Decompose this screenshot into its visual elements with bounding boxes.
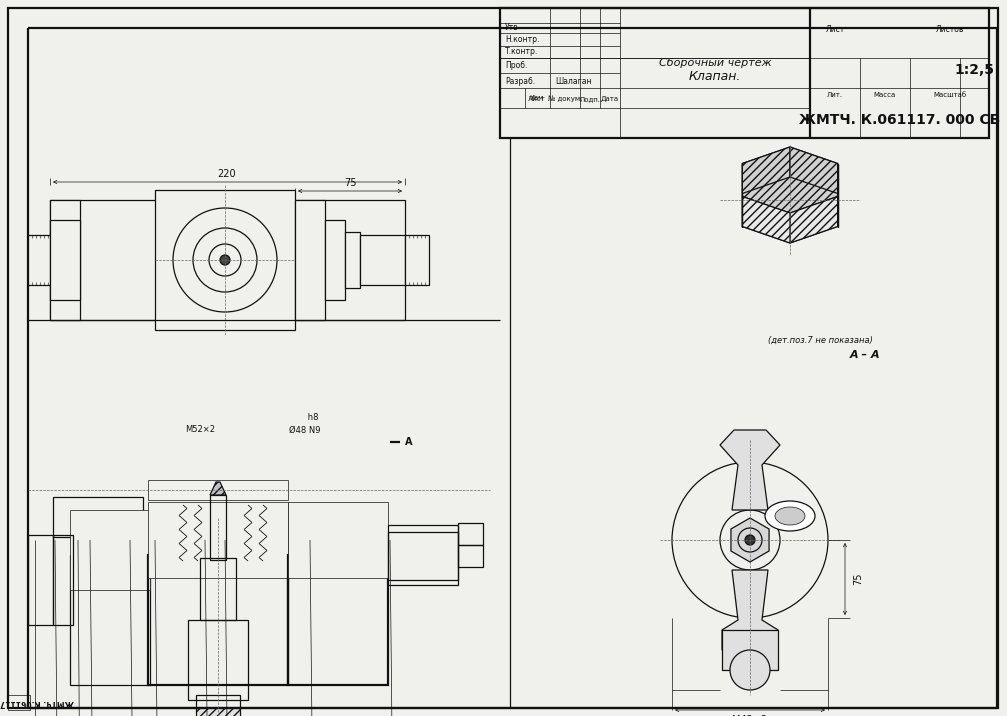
Bar bbox=[722, 630, 778, 670]
Bar bbox=[458, 523, 483, 545]
Text: Разраб.: Разраб. bbox=[505, 77, 535, 85]
Bar bbox=[53, 535, 73, 625]
Bar bbox=[458, 523, 483, 545]
Circle shape bbox=[220, 255, 230, 265]
Bar bbox=[500, 8, 989, 138]
Ellipse shape bbox=[765, 501, 815, 531]
Bar bbox=[288, 502, 388, 578]
Text: Сборочный чертеж: Сборочный чертеж bbox=[659, 58, 771, 68]
Bar bbox=[70, 555, 150, 685]
Bar bbox=[200, 558, 236, 620]
Bar bbox=[8, 695, 30, 710]
Text: Дата: Дата bbox=[601, 96, 619, 102]
Bar bbox=[28, 510, 53, 535]
Ellipse shape bbox=[775, 507, 805, 525]
Text: Ø48 N9: Ø48 N9 bbox=[289, 425, 321, 435]
Polygon shape bbox=[742, 196, 790, 243]
Text: Лист: Лист bbox=[528, 96, 546, 102]
Text: Листов: Листов bbox=[936, 26, 964, 34]
Text: Масса: Масса bbox=[874, 92, 896, 98]
Bar bbox=[28, 535, 53, 625]
Polygon shape bbox=[742, 147, 838, 213]
Bar bbox=[200, 558, 236, 620]
Text: Н.контр.: Н.контр. bbox=[505, 34, 540, 44]
Bar bbox=[28, 235, 54, 285]
Polygon shape bbox=[722, 570, 778, 650]
Text: 220: 220 bbox=[218, 169, 237, 179]
Circle shape bbox=[745, 535, 755, 545]
Text: Подп.: Подп. bbox=[579, 96, 600, 102]
Text: А – А: А – А bbox=[850, 350, 881, 360]
Polygon shape bbox=[790, 147, 838, 193]
Bar bbox=[53, 497, 143, 515]
Bar bbox=[70, 555, 150, 685]
Text: ЖМТЧ. К.061117. 000 СБ: ЖМТЧ. К.061117. 000 СБ bbox=[800, 113, 1001, 127]
Text: М52×2: М52×2 bbox=[185, 425, 215, 435]
Text: М42×2: М42×2 bbox=[732, 715, 767, 716]
Bar bbox=[458, 545, 483, 567]
Bar bbox=[148, 555, 288, 685]
Bar bbox=[28, 535, 53, 625]
Bar bbox=[359, 235, 405, 285]
Text: ЖМТч. К.061117. 000 СБ: ЖМТч. К.061117. 000 СБ bbox=[0, 697, 74, 707]
Bar bbox=[210, 495, 226, 560]
Bar bbox=[388, 532, 458, 580]
Bar bbox=[50, 200, 80, 320]
Text: А: А bbox=[405, 437, 413, 447]
Bar bbox=[28, 490, 53, 515]
Bar bbox=[188, 620, 248, 700]
Bar bbox=[210, 495, 226, 560]
Text: (дет.поз.7 не показана): (дет.поз.7 не показана) bbox=[767, 336, 872, 344]
Bar bbox=[388, 545, 458, 555]
Bar bbox=[196, 695, 240, 716]
Bar bbox=[345, 232, 359, 288]
Bar bbox=[148, 480, 288, 500]
Bar bbox=[53, 535, 73, 625]
Bar bbox=[155, 190, 295, 330]
Bar bbox=[458, 545, 483, 567]
Bar bbox=[53, 510, 143, 528]
Bar bbox=[388, 525, 458, 585]
Circle shape bbox=[730, 650, 770, 690]
Text: Клапан.: Клапан. bbox=[689, 69, 741, 82]
Polygon shape bbox=[720, 430, 780, 510]
Bar bbox=[446, 545, 458, 565]
Bar bbox=[196, 695, 240, 716]
Polygon shape bbox=[790, 196, 838, 243]
Bar bbox=[188, 620, 248, 700]
Bar bbox=[405, 235, 429, 285]
Text: Лист: Лист bbox=[826, 26, 845, 34]
Bar bbox=[53, 497, 143, 537]
Text: 75: 75 bbox=[853, 573, 863, 585]
Text: h8: h8 bbox=[292, 412, 318, 422]
Text: № докум.: № докум. bbox=[548, 96, 582, 102]
Text: Масштаб: Масштаб bbox=[933, 92, 967, 98]
Bar bbox=[50, 220, 80, 300]
Bar bbox=[70, 510, 150, 590]
Text: 75: 75 bbox=[343, 178, 356, 188]
Bar bbox=[388, 545, 400, 565]
Bar bbox=[50, 200, 405, 320]
Text: Изм: Изм bbox=[530, 95, 544, 101]
Bar bbox=[325, 220, 345, 300]
Polygon shape bbox=[742, 147, 790, 193]
Text: Утв: Утв bbox=[505, 22, 519, 32]
Polygon shape bbox=[210, 482, 226, 495]
Text: Т.контр.: Т.контр. bbox=[505, 47, 539, 57]
Polygon shape bbox=[742, 177, 838, 243]
Text: Проб.: Проб. bbox=[505, 62, 528, 70]
Bar bbox=[148, 555, 288, 685]
Text: 1:2,5: 1:2,5 bbox=[954, 63, 994, 77]
Text: Шалаган: Шалаган bbox=[555, 77, 592, 85]
Bar bbox=[295, 200, 325, 320]
Text: Лит.: Лит. bbox=[827, 92, 843, 98]
Bar bbox=[288, 555, 388, 685]
Polygon shape bbox=[731, 518, 769, 562]
Bar bbox=[288, 555, 388, 685]
Bar bbox=[148, 502, 288, 578]
